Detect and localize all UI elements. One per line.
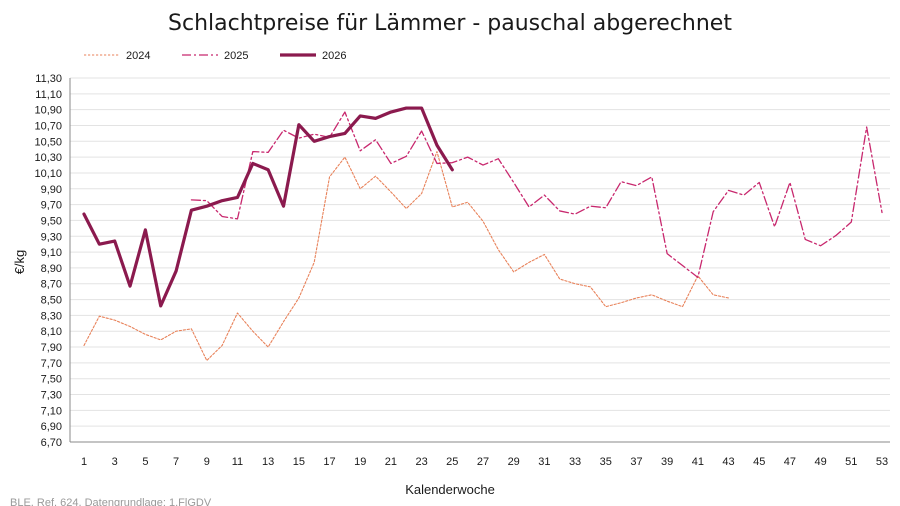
y-tick-label: 8,30 [41, 310, 62, 322]
x-tick-label: 53 [876, 456, 888, 468]
series-line-2026 [82, 106, 454, 308]
y-tick-label: 9,50 [41, 215, 62, 227]
x-tick-label: 5 [142, 456, 148, 468]
y-tick-label: 6,70 [41, 437, 62, 449]
y-tick-label: 6,90 [41, 421, 62, 433]
legend-label-2026: 2026 [322, 50, 346, 62]
y-tick-label: 9,70 [41, 200, 62, 212]
y-tick-label: 8,90 [41, 263, 62, 275]
y-tick-label: 7,70 [41, 358, 62, 370]
x-tick-label: 31 [538, 456, 550, 468]
x-tick-label: 11 [232, 456, 243, 468]
y-tick-label: 11,10 [35, 89, 62, 101]
y-tick-label: 7,30 [41, 390, 62, 402]
y-tick-label: 10,70 [34, 120, 62, 132]
x-tick-label: 25 [446, 456, 458, 468]
y-axis-label: €/kg [12, 250, 27, 275]
y-tick-label: 10,10 [34, 168, 62, 180]
y-tick-label: 8,70 [41, 279, 62, 291]
x-tick-label: 17 [323, 456, 335, 468]
x-tick-label: 27 [477, 456, 489, 468]
x-tick-label: 13 [262, 456, 274, 468]
x-tick-label: 45 [753, 456, 765, 468]
chart-title: Schlachtpreise für Lämmer - pauschal abg… [168, 11, 732, 36]
y-tick-label: 8,50 [41, 295, 62, 307]
x-tick-label: 9 [204, 456, 210, 468]
x-tick-label: 3 [112, 456, 118, 468]
y-tick-label: 7,90 [41, 342, 62, 354]
source-note: BLE, Ref. 624, Datengrundlage: 1.FlGDV [10, 497, 212, 506]
y-tick-label: 11,30 [35, 73, 62, 85]
x-tick-label: 15 [293, 456, 305, 468]
x-tick-label: 51 [845, 456, 857, 468]
x-tick-label: 41 [692, 456, 704, 468]
legend-label-2025: 2025 [224, 50, 248, 62]
x-tick-label: 1 [81, 456, 87, 468]
grid-lines [69, 77, 890, 443]
y-tick-label: 10,50 [34, 136, 62, 148]
x-tick-label: 7 [173, 456, 179, 468]
legend: 2024 2025 2026 [84, 50, 346, 62]
y-tick-label: 8,10 [41, 326, 62, 338]
y-tick-label: 10,30 [34, 152, 62, 164]
y-tick-label: 7,50 [41, 374, 62, 386]
x-tick-label: 23 [415, 456, 427, 468]
y-tick-labels: 6,70 6,90 7,10 7,30 7,50 7,70 7,90 8,10 8,30 8,50… [34, 73, 62, 449]
legend-label-2024: 2024 [126, 50, 150, 62]
series-line-2024 [83, 151, 730, 362]
x-tick-label: 49 [814, 456, 826, 468]
series-lines [82, 106, 883, 362]
x-tick-label: 47 [784, 456, 796, 468]
x-tick-label: 33 [569, 456, 581, 468]
series-line-2025 [190, 111, 883, 279]
x-axis-label: Kalenderwoche [405, 482, 495, 497]
x-tick-label: 29 [508, 456, 520, 468]
x-tick-label: 37 [630, 456, 642, 468]
y-tick-label: 9,10 [41, 247, 62, 259]
y-tick-label: 10,90 [34, 105, 62, 117]
x-tick-label: 19 [354, 456, 366, 468]
x-tick-label: 39 [661, 456, 673, 468]
x-tick-label: 21 [385, 456, 397, 468]
y-tick-label: 9,30 [41, 231, 62, 243]
x-tick-labels: 1 3 5 7 9 11 13 15 17 19 21 23 25 27 29 31 33 35 37 39 41 43 4… [81, 456, 888, 468]
x-tick-label: 43 [722, 456, 734, 468]
y-tick-label: 7,10 [41, 405, 62, 417]
y-tick-label: 9,90 [41, 184, 62, 196]
x-tick-label: 35 [600, 456, 612, 468]
